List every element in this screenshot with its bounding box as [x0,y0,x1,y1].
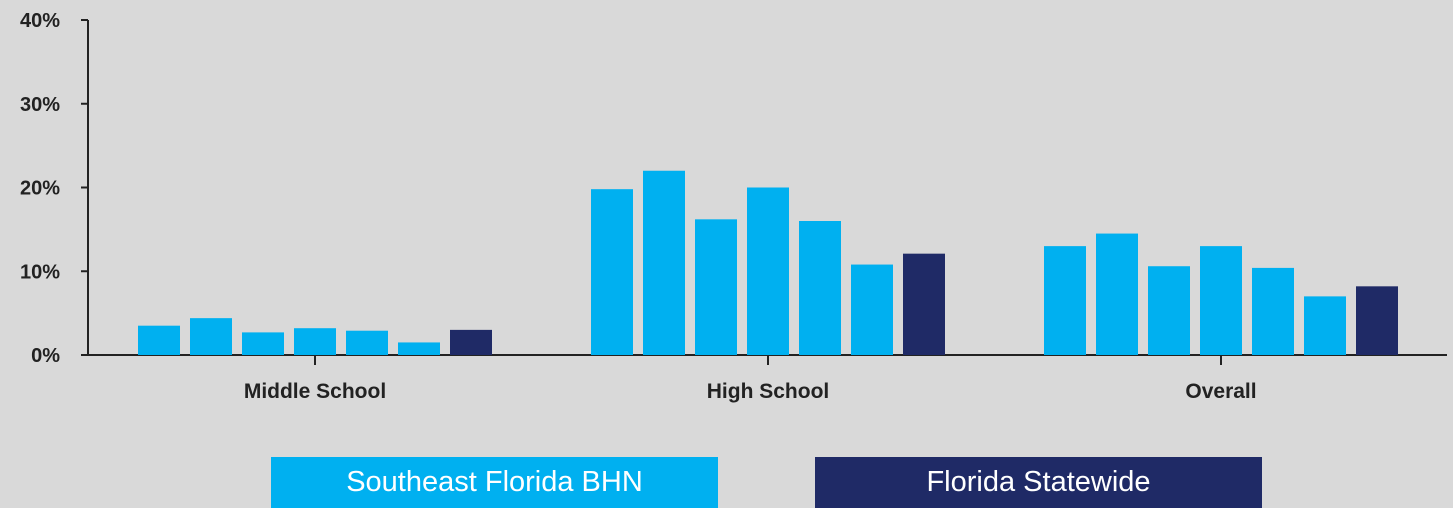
bar [138,325,180,355]
bar [1356,286,1398,355]
y-tick-label: 30% [20,94,60,116]
bar [450,329,492,355]
x-tick-label: High School [707,380,830,403]
y-tick-label: 0% [31,345,60,367]
bar [799,221,841,355]
bar [747,187,789,355]
bar [346,330,388,355]
y-axis: 0% 10% 20% 30% 40% [20,10,89,367]
bar [1252,267,1294,355]
bar [1096,233,1138,355]
x-tick-label: Overall [1185,380,1256,403]
bar [294,328,336,355]
legend-item-southeast-florida-bhn: Southeast Florida BHN [271,457,718,508]
bar [1304,296,1346,355]
y-tick-label: 40% [20,10,60,32]
legend-item-florida-statewide: Florida Statewide [815,457,1262,508]
bar-chart: 0% 10% 20% 30% 40% Middle School High School O… [20,10,1447,403]
bar [190,318,232,355]
bar [643,170,685,355]
bar [851,264,893,355]
bar [591,189,633,355]
bars [138,170,1398,355]
y-tick-label: 10% [20,261,60,283]
bar [1148,266,1190,355]
bar [695,219,737,355]
bar [1044,246,1086,355]
bar [903,253,945,355]
x-axis: Middle School High School Overall [88,354,1447,403]
bar [1200,246,1242,355]
y-tick-label: 20% [20,178,60,200]
bar [242,332,284,355]
x-tick-label: Middle School [244,380,386,403]
bar [398,342,440,355]
